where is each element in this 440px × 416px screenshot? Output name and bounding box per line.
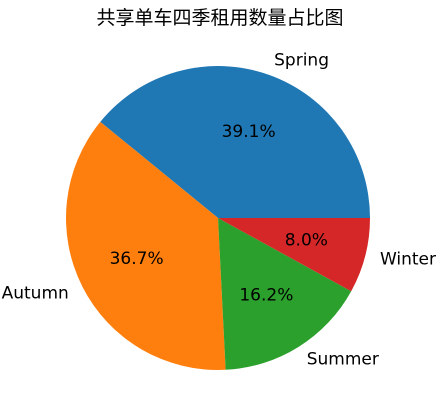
pie-slice-winter bbox=[218, 218, 370, 292]
pct-label-spring: 39.1% bbox=[222, 122, 276, 142]
pie-slice-autumn bbox=[66, 121, 226, 371]
pie-labels: Spring 39.1% Autumn 36.7% Summer 16.2% Winter 8… bbox=[2, 51, 436, 370]
pie-slices bbox=[66, 66, 370, 371]
slice-label-spring: Spring bbox=[274, 51, 329, 71]
slice-label-winter: Winter bbox=[380, 250, 436, 270]
pie-slice-summer bbox=[218, 218, 352, 370]
chart-title: 共享单车四季租用数量占比图 bbox=[96, 7, 343, 29]
slice-label-autumn: Autumn bbox=[2, 283, 69, 303]
pct-label-winter: 8.0% bbox=[285, 231, 328, 251]
slice-label-summer: Summer bbox=[307, 350, 379, 370]
pct-label-autumn: 36.7% bbox=[110, 249, 164, 269]
pct-label-summer: 16.2% bbox=[239, 285, 293, 305]
pie-slice-spring bbox=[100, 66, 370, 218]
